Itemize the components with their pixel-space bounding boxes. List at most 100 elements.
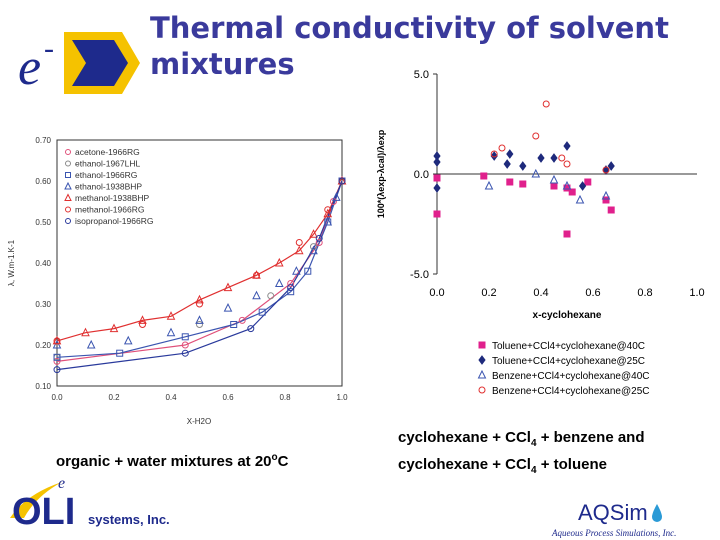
chart-2-data-point (433, 210, 441, 218)
chart-1-data-point (181, 341, 189, 349)
chart-1-x-tick-label: 1.0 (336, 393, 348, 402)
chart-1-x-tick-label: 0.8 (279, 393, 291, 402)
chart-1-data-point (274, 257, 284, 267)
chart-1-y-tick-label: 0.10 (35, 382, 51, 391)
chart-1-legend-marker (65, 172, 71, 178)
title-line-1: Thermal conductivity of solvent (150, 11, 669, 45)
chart-1-model-line (56, 180, 343, 371)
chart-2-legend-marker (477, 369, 487, 379)
chart-1-y-tick-label: 0.50 (35, 218, 51, 227)
chart-2-data-point (532, 132, 540, 140)
chart-1-data-point (287, 288, 295, 296)
caption-right-line-2-b: + toluene (536, 456, 607, 473)
chart-2-x-tick-label: 0.2 (481, 287, 496, 299)
chart-1-data-point (274, 278, 284, 287)
chart-1-legend-label: methanol-1938BHP (75, 193, 150, 203)
chart-1-legend-marker (65, 218, 71, 224)
chart-1-legend-marker (64, 193, 72, 201)
oli-systems-text: systems, Inc. (88, 512, 170, 527)
chart-2-x-tick-label: 0.4 (533, 287, 548, 299)
chart-1-data-point (304, 267, 312, 275)
caption-right-line-1-a: cyclohexane + CCl (398, 429, 531, 446)
chart-1-legend-label: ethanol-1966RG (75, 170, 137, 180)
chart-1-data-point (109, 323, 119, 333)
caption-right-line-2: cyclohexane + CCl4 + toluene (398, 454, 645, 481)
chart-1-data-point (253, 271, 260, 279)
chart-2-x-tick-label: 1.0 (689, 287, 704, 299)
page-title: Thermal conductivity of solvent mixtures (150, 10, 710, 82)
chart-2-y-tick-label: 5.0 (414, 69, 429, 81)
chart-2-data-point (490, 151, 498, 161)
chart-2-data-point (563, 141, 571, 151)
chart-2-data-point (550, 182, 558, 190)
chart-1-legend-label: ethanol-1967LHL (75, 159, 140, 169)
chart-1-data-point (287, 284, 295, 292)
caption-right-line-2-sub: 4 (530, 465, 537, 476)
chart-2-data-point (506, 149, 514, 159)
oli-swoosh (10, 482, 62, 518)
chart-2-data-point (563, 230, 571, 238)
chart-2-x-label: x-cyclohexane (533, 310, 602, 321)
caption-left: organic + water mixtures at 20oC (56, 452, 288, 470)
chart-2-y-label: 100*(λexp-λcal)/λexp (376, 129, 386, 218)
chart-1-data-point (315, 239, 323, 246)
chart-1-data-point (238, 316, 246, 324)
chart-1-data-point (53, 366, 61, 374)
chart-1-x-label: X-H2O (187, 417, 211, 426)
chart-1-data-point (294, 245, 304, 255)
caption-right-line-2-a: cyclohexane + CCl (398, 456, 531, 473)
chart-1-y-tick-label: 0.70 (35, 136, 51, 145)
chart-1-data-point (230, 321, 238, 328)
aqsim-name: AQSim (578, 500, 648, 525)
chart-2-legend-marker (478, 386, 486, 394)
deviation-chart: 0.0 0.2 0.4 0.6 0.8 1.0 5.0 0.0 -5.0 x-cyclohexa… (370, 62, 715, 407)
aqsim-logo: AQSim Aqueous Process Simulations, Inc. (552, 500, 720, 540)
chart-1-data-point (195, 294, 204, 304)
chart-2-data-point (602, 165, 610, 175)
chart-2-data-point (550, 153, 558, 163)
chart-1-data-point (252, 290, 261, 300)
chart-2-data-point (433, 157, 441, 167)
chart-1-plot-area (56, 139, 343, 387)
chart-1-data-point (116, 349, 124, 357)
chart-2-legend-marker (478, 355, 486, 365)
chart-1-legend-marker (65, 149, 71, 155)
chart-1-y-tick-label: 0.60 (35, 177, 51, 186)
chart-1-data-point (223, 302, 233, 312)
chart-1-data-point (181, 349, 189, 357)
chart-2-data-point (433, 183, 441, 193)
chart-1-data-point (86, 339, 96, 349)
chart-1-data-point (309, 229, 318, 238)
chart-1-data-point (223, 282, 233, 292)
chart-2-svg: 0.0 0.2 0.4 0.6 0.8 1.05.00.0-5.0 x-cyclohexa… (370, 62, 715, 407)
e-logo: e - (14, 28, 144, 98)
chart-2-data-point (537, 153, 545, 163)
chart-1-legend-label: methanol-1966RG (75, 205, 144, 215)
chart-2-data-point (558, 154, 566, 162)
chart-1-data-point (166, 311, 176, 320)
chart-2-data-point (562, 180, 572, 190)
chart-2-x-tick-label: 0.8 (637, 287, 652, 299)
chart-2-data-point (433, 174, 441, 182)
chart-2-data-point (484, 180, 494, 190)
caption-right: cyclohexane + CCl4 + benzene and cyclohe… (398, 427, 645, 481)
chart-2-y-tick-label: 0.0 (414, 169, 429, 181)
oli-name: OLI (12, 491, 75, 533)
chart-1-data-point (139, 321, 146, 328)
chart-1-data-point (53, 337, 61, 345)
chart-2-data-point (519, 180, 527, 188)
water-drop-icon (652, 504, 662, 522)
chart-1-x-tick-label: 0.2 (108, 393, 120, 402)
chart-1-y-tick-label: 0.20 (35, 341, 51, 350)
chart-2-data-point (602, 196, 610, 204)
chart-1-data-point (166, 327, 176, 337)
caption-right-line-1: cyclohexane + CCl4 + benzene and (398, 427, 645, 454)
chart-1-x-tick-label: 0.4 (165, 393, 177, 402)
chart-1-data-point (309, 245, 318, 255)
chart-1-data-point (53, 357, 61, 365)
title-line-2: mixtures (150, 47, 295, 81)
chart-1-data-point (338, 177, 346, 185)
chart-1-data-point (292, 266, 301, 275)
chart-1-y-label: λ, W.m-1.K-1 (7, 239, 16, 286)
chart-2-data-point (480, 172, 488, 180)
